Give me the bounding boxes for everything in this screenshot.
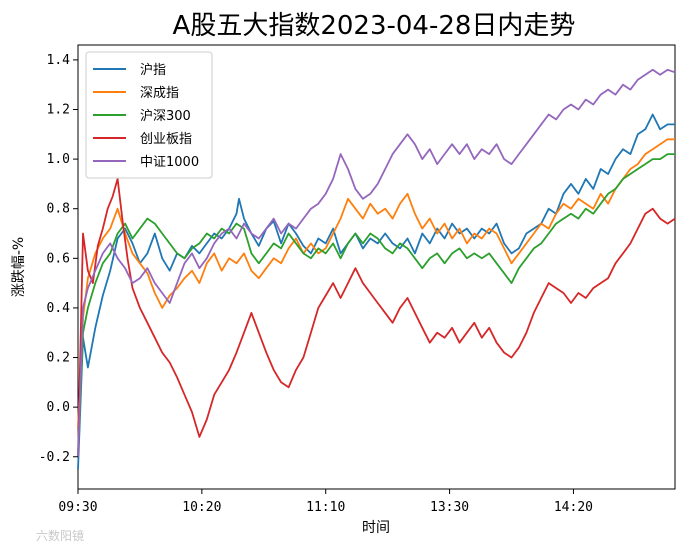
x-axis-title: 时间 [362, 520, 390, 536]
x-tick-label: 10:20 [182, 500, 221, 515]
plot-frame [77, 44, 676, 490]
legend-label-3: 创业板指 [140, 132, 192, 147]
y-axis-title: 涨跌幅-% [11, 237, 27, 297]
y-tick-label: -0.2 [39, 450, 70, 465]
chart-title: A股五大指数2023-04-28日内走势 [173, 11, 576, 41]
legend-label-0: 沪指 [140, 62, 166, 78]
legend-label-4: 中证1000 [140, 155, 199, 170]
y-tick-label: 0.2 [47, 351, 70, 366]
series-line-4 [77, 68, 676, 457]
y-tick-label: 0.4 [47, 301, 71, 316]
series-line-3 [77, 178, 676, 457]
x-tick-label: 13:30 [430, 500, 469, 515]
series-layer [77, 68, 676, 470]
y-tick-label: 0.6 [47, 251, 70, 266]
y-tick-label: 0.8 [47, 202, 70, 217]
watermark-text: 六数阳镜 [36, 528, 84, 543]
legend-label-1: 深成指 [140, 86, 179, 101]
plot-area: -0.2 0.0 0.2 0.4 0.6 0.8 1.0 1.2 1.4 09:30 10:20 1… [39, 44, 676, 515]
x-axis-ticks: 09:30 10:20 11:10 13:30 14:20 [58, 489, 593, 515]
y-tick-label: 1.0 [47, 152, 70, 167]
legend-label-2: 沪深300 [140, 108, 191, 124]
series-line-0 [77, 113, 675, 470]
series-line-2 [77, 153, 675, 457]
x-tick-label: 14:20 [554, 500, 593, 515]
y-axis-ticks: -0.2 0.0 0.2 0.4 0.6 0.8 1.0 1.2 1.4 [39, 53, 78, 465]
x-tick-label: 11:10 [306, 500, 345, 515]
y-tick-label: 1.4 [47, 53, 71, 68]
y-tick-label: 1.2 [47, 102, 70, 117]
y-tick-label: 0.0 [47, 400, 70, 415]
x-tick-label: 09:30 [58, 500, 97, 515]
legend-box [85, 51, 213, 179]
series-line-1 [77, 138, 675, 428]
